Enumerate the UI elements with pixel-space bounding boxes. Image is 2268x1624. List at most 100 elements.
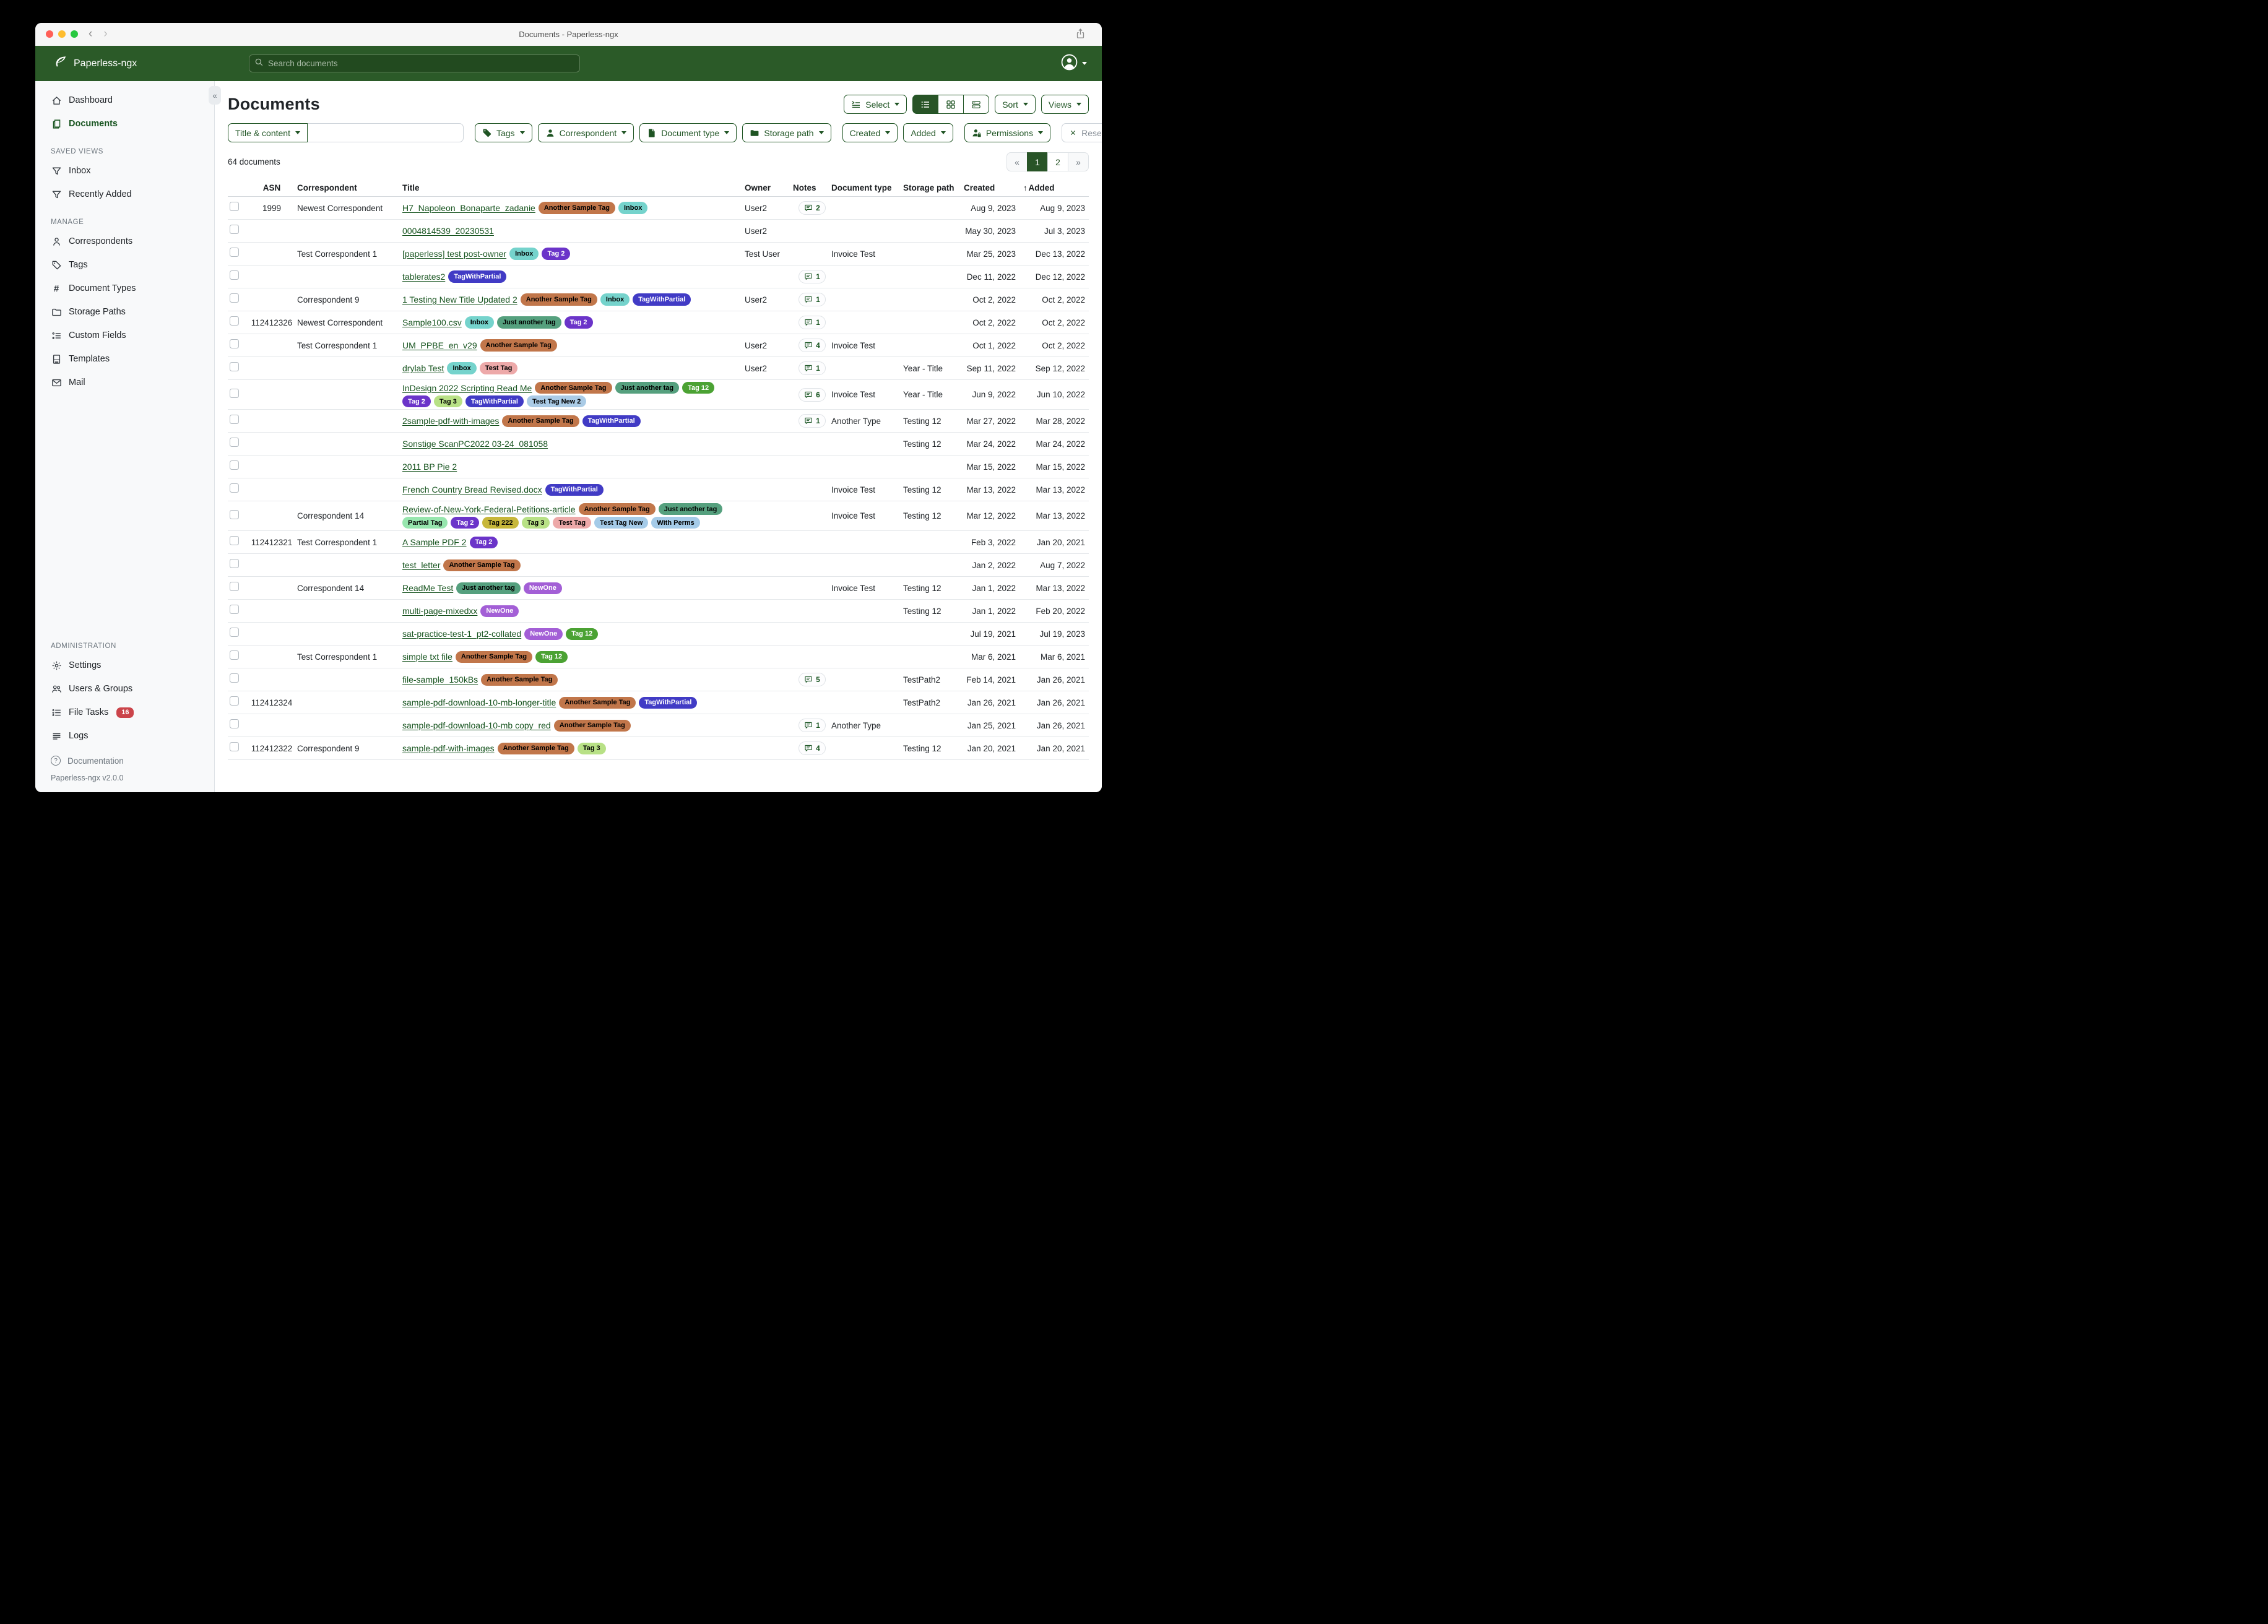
tag-badge[interactable]: With Perms — [651, 517, 700, 529]
tag-badge[interactable]: Test Tag — [479, 362, 518, 374]
row-checkbox[interactable] — [230, 270, 239, 280]
row-checkbox[interactable] — [230, 673, 239, 683]
created-filter-button[interactable]: Created — [842, 123, 898, 142]
document-link[interactable]: sample-pdf-download-10-mb copy_red — [402, 720, 551, 731]
header-created[interactable]: Created — [964, 183, 995, 192]
header-asn[interactable]: ASN — [262, 183, 281, 192]
notes-badge[interactable]: 1 — [799, 361, 826, 375]
tag-badge[interactable]: Another Sample Tag — [578, 503, 656, 516]
tag-badge[interactable]: Just another tag — [658, 503, 723, 516]
notes-badge[interactable]: 1 — [799, 316, 826, 329]
list-view-button[interactable] — [912, 95, 939, 114]
document-link[interactable]: [paperless] test post-owner — [402, 249, 507, 259]
tag-badge[interactable]: Inbox — [464, 316, 495, 329]
permissions-filter-button[interactable]: Permissions — [964, 123, 1051, 142]
row-checkbox[interactable] — [230, 293, 239, 303]
sidebar-item-logs[interactable]: Logs — [35, 724, 214, 748]
notes-badge[interactable]: 1 — [799, 414, 826, 428]
row-checkbox[interactable] — [230, 415, 239, 425]
title-content-input[interactable] — [307, 123, 464, 142]
sidebar-item-correspondents[interactable]: Correspondents — [35, 230, 214, 253]
back-icon[interactable]: ‹ — [89, 27, 93, 40]
tag-badge[interactable]: Inbox — [600, 293, 630, 306]
tag-badge[interactable]: Another Sample Tag — [520, 293, 597, 306]
tag-badge[interactable]: NewOne — [524, 628, 563, 640]
document-link[interactable]: Sonstige ScanPC2022 03-24_081058 — [402, 439, 548, 449]
row-checkbox[interactable] — [230, 388, 239, 398]
tag-badge[interactable]: Another Sample Tag — [502, 415, 579, 427]
row-checkbox[interactable] — [230, 742, 239, 752]
document-link[interactable]: simple txt file — [402, 652, 452, 662]
notes-badge[interactable]: 6 — [799, 387, 826, 402]
tag-badge[interactable]: Tag 2 — [451, 517, 480, 529]
row-checkbox[interactable] — [230, 362, 239, 371]
reset-filters-button[interactable]: Reset filters — [1062, 123, 1102, 142]
tag-badge[interactable]: TagWithPartial — [465, 395, 524, 408]
tag-badge[interactable]: NewOne — [523, 582, 562, 594]
document-type-filter-button[interactable]: Document type — [639, 123, 737, 142]
select-button[interactable]: Select — [844, 95, 907, 114]
forward-icon[interactable]: › — [103, 27, 108, 40]
document-link[interactable]: 2sample-pdf-with-images — [402, 416, 500, 426]
document-link[interactable]: drylab Test — [402, 363, 444, 373]
row-checkbox[interactable] — [230, 605, 239, 615]
sort-button[interactable]: Sort — [995, 95, 1036, 114]
notes-badge[interactable]: 2 — [799, 201, 826, 215]
stacked-view-button[interactable] — [963, 95, 990, 114]
document-link[interactable]: InDesign 2022 Scripting Read Me — [402, 382, 532, 393]
views-button[interactable]: Views — [1041, 95, 1089, 114]
notes-badge[interactable]: 5 — [799, 673, 826, 687]
notes-badge[interactable]: 1 — [799, 719, 826, 733]
tag-badge[interactable]: Another Sample Tag — [553, 719, 631, 732]
tag-badge[interactable]: Tag 222 — [482, 517, 519, 529]
tag-badge[interactable]: Another Sample Tag — [538, 202, 615, 214]
tag-badge[interactable]: Another Sample Tag — [481, 673, 558, 686]
tag-badge[interactable]: NewOne — [480, 605, 519, 617]
minimize-window-button[interactable] — [58, 30, 66, 38]
search-input[interactable] — [268, 59, 574, 68]
document-link[interactable]: sat-practice-test-1_pt2-collated — [402, 629, 522, 639]
sidebar-item-storage-paths[interactable]: Storage Paths — [35, 300, 214, 324]
document-link[interactable]: 1 Testing New Title Updated 2 — [402, 295, 517, 304]
tag-badge[interactable]: Test Tag New 2 — [526, 395, 587, 408]
title-content-dropdown[interactable]: Title & content — [228, 123, 308, 142]
tag-badge[interactable]: Another Sample Tag — [443, 559, 521, 571]
tag-badge[interactable]: Tag 2 — [564, 316, 593, 329]
tag-badge[interactable]: Tag 3 — [433, 395, 462, 408]
tag-badge[interactable]: Test Tag New — [594, 517, 649, 529]
sidebar-item-documents[interactable]: Documents — [35, 112, 214, 136]
added-filter-button[interactable]: Added — [903, 123, 953, 142]
document-link[interactable]: multi-page-mixedxx — [402, 606, 478, 616]
row-checkbox[interactable] — [230, 460, 239, 470]
sidebar-item-file-tasks[interactable]: File Tasks 16 — [35, 701, 214, 724]
header-notes[interactable]: Notes — [793, 183, 816, 192]
tag-badge[interactable]: Tag 12 — [682, 382, 715, 394]
row-checkbox[interactable] — [230, 536, 239, 546]
notes-badge[interactable]: 1 — [799, 270, 826, 283]
header-added[interactable]: ↑ Added — [1023, 183, 1055, 192]
tag-badge[interactable]: Tag 2 — [542, 248, 571, 260]
document-link[interactable]: A Sample PDF 2 — [402, 537, 467, 548]
row-checkbox[interactable] — [230, 316, 239, 326]
row-checkbox[interactable] — [230, 248, 239, 257]
document-link[interactable]: French Country Bread Revised.docx — [402, 485, 542, 495]
tag-badge[interactable]: Just another tag — [615, 382, 680, 394]
sidebar-item-document-types[interactable]: # Document Types — [35, 277, 214, 300]
row-checkbox[interactable] — [230, 438, 239, 447]
row-checkbox[interactable] — [230, 719, 239, 729]
documentation-link[interactable]: ? Documentation — [35, 751, 214, 770]
user-menu[interactable] — [1061, 54, 1087, 74]
page-button-next[interactable]: » — [1068, 152, 1089, 171]
app-brand[interactable]: Paperless-ngx — [54, 55, 137, 72]
tag-badge[interactable]: TagWithPartial — [582, 415, 641, 427]
storage-path-filter-button[interactable]: Storage path — [742, 123, 831, 142]
tag-badge[interactable]: Just another tag — [497, 316, 561, 329]
document-link[interactable]: UM_PPBE_en_v29 — [402, 340, 477, 350]
sidebar-item-settings[interactable]: Settings — [35, 654, 214, 677]
grid-view-button[interactable] — [938, 95, 964, 114]
sidebar-item-templates[interactable]: Templates — [35, 347, 214, 371]
document-link[interactable]: test_letter — [402, 560, 441, 571]
correspondent-filter-button[interactable]: Correspondent — [537, 123, 634, 142]
notes-badge[interactable]: 4 — [799, 339, 826, 352]
row-checkbox[interactable] — [230, 509, 239, 519]
